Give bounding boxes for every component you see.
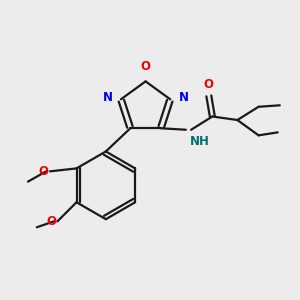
Text: O: O bbox=[141, 60, 151, 73]
Text: N: N bbox=[178, 91, 188, 104]
Text: O: O bbox=[46, 215, 56, 228]
Text: O: O bbox=[38, 165, 49, 178]
Text: O: O bbox=[204, 78, 214, 91]
Text: N: N bbox=[103, 91, 113, 104]
Text: NH: NH bbox=[190, 135, 210, 148]
